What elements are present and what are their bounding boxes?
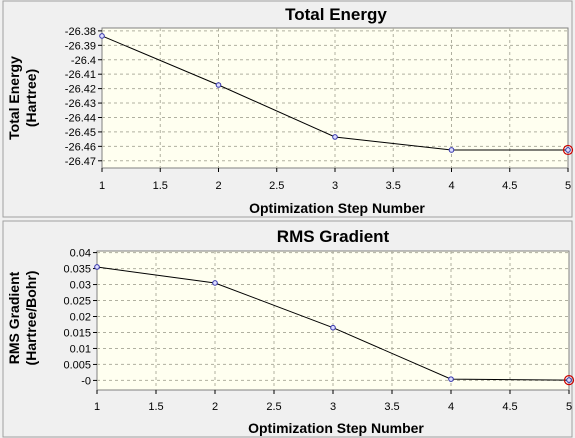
y-axis-label-line-1: Total Energy [6,56,22,140]
y-axis-label-line-1: RMS Gradient [6,271,22,364]
grid-lines [102,28,568,168]
energy-series [99,33,574,156]
data-point [215,82,222,88]
x-tick-label: 4 [448,401,454,413]
y-axis-label-line-2: (Hartree) [23,69,39,127]
chart-title: Total Energy [285,5,387,24]
y-tick-label: 0.025 [63,296,91,308]
y-tick-labels: -26.38 -26.39 -26.4 -26.41 -26.42 -26.43 -26.4… [65,26,102,168]
data-point [565,147,571,153]
x-axis-label: Optimization Step Number [248,420,424,436]
y-tick-label: -26.45 [65,127,96,139]
y-tick-label: 0.015 [63,327,91,339]
x-tick-label: 3.5 [386,180,401,192]
x-tick-label: 1 [99,180,105,192]
x-tick-label: 1.5 [148,401,163,413]
x-tick-label: 4.5 [502,401,517,413]
current-point-highlight [563,374,575,386]
data-point [212,280,218,286]
x-tick-label: 1.5 [153,180,168,192]
rms-gradient-chart: RMS Gradient RMS Gradient (Hartree/Bohr)… [2,220,575,438]
y-tick-label: -26.38 [65,26,96,38]
y-tick-label: -26.41 [65,69,96,81]
x-tick-label: 4.5 [502,180,517,192]
data-point [448,147,455,153]
x-tick-label: 2 [215,180,221,192]
chart-title: RMS Gradient [277,227,390,246]
x-tick-label: 3.5 [384,401,399,413]
y-tick-label: -26.46 [65,141,96,153]
x-tick-label: 2.5 [269,180,284,192]
y-tick-label: 0.035 [63,264,91,276]
x-tick-label: 2.5 [266,401,281,413]
y-tick-label: -0 [81,375,91,387]
x-tick-label: 3 [332,180,338,192]
x-tick-label: 3 [330,401,336,413]
y-tick-labels: 0.04 0.035 0.03 0.025 0.02 0.015 0.01 0.005 -0 [63,248,97,387]
data-point [99,33,105,39]
grid-lines [97,251,569,390]
x-tick-label: 1 [94,401,100,413]
x-tick-label: 4 [448,180,454,192]
x-axis-label: Optimization Step Number [249,200,425,216]
gradient-series [94,264,575,386]
x-tick-label: 5 [565,180,571,192]
total-energy-chart: Total Energy Total Energy (Hartree) -26.… [2,0,574,218]
data-point [448,376,454,382]
data-point [330,324,336,331]
x-tick-labels: 1 1.5 2 2.5 3 3.5 4 4.5 5 [99,168,571,192]
y-tick-label: 0.01 [70,343,91,355]
y-axis-label-line-2: (Hartree/Bohr) [23,271,39,366]
current-point-highlight [562,144,574,156]
x-tick-labels: 1 1.5 2 2.5 3 3.5 4 4.5 5 [94,390,572,413]
data-point [94,264,100,270]
y-tick-label: -26.42 [65,84,96,96]
x-tick-label: 5 [566,401,572,413]
y-tick-label: -26.4 [71,55,96,67]
y-tick-label: -26.47 [65,156,96,168]
y-tick-label: 0.04 [70,248,91,260]
data-point [332,134,338,140]
data-point [566,377,572,383]
x-tick-label: 2 [212,401,218,413]
y-tick-label: 0.03 [70,280,91,292]
y-tick-label: -26.39 [65,40,96,52]
y-tick-label: -26.43 [65,98,96,110]
y-tick-label: 0.005 [63,359,91,371]
y-tick-label: -26.44 [65,112,96,124]
y-tick-label: 0.02 [70,312,91,324]
